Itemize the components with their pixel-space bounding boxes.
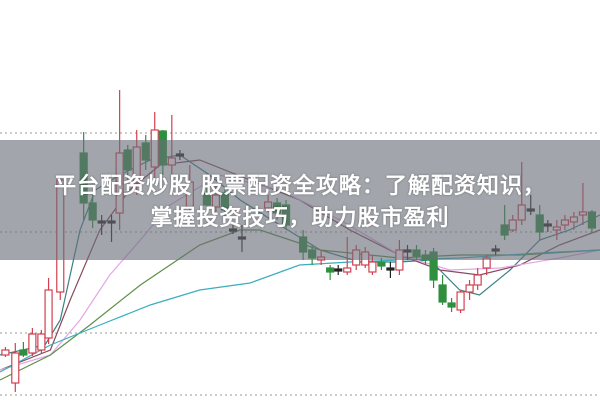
candle	[447, 298, 456, 312]
candle-body	[28, 333, 37, 354]
candle	[28, 328, 37, 356]
candle-body	[44, 289, 53, 339]
title-overlay-band	[0, 140, 600, 260]
candle	[456, 290, 465, 313]
candle	[37, 330, 46, 354]
candle	[1, 347, 10, 357]
candle	[386, 262, 395, 278]
candle-body	[447, 302, 456, 308]
candle-body	[11, 352, 20, 384]
candle	[44, 278, 53, 344]
candle-body	[456, 291, 465, 311]
candle-body	[465, 284, 474, 293]
candle-body	[368, 261, 377, 273]
candle-body	[343, 267, 352, 273]
candle-body	[438, 284, 447, 303]
moving-average-line	[0, 249, 600, 373]
candle-body	[19, 349, 28, 356]
candle-body	[377, 261, 386, 267]
candle-body	[37, 333, 46, 351]
candle	[326, 265, 335, 280]
candle-body	[326, 267, 335, 273]
candle	[473, 268, 482, 290]
candle	[11, 343, 20, 392]
article-title-line-2: 掌握投资技巧，助力股市盈利	[150, 206, 450, 231]
candle	[465, 280, 474, 300]
candle-body	[473, 274, 482, 286]
candle	[19, 342, 28, 357]
candle-body	[1, 349, 10, 356]
candle-body	[334, 268, 343, 272]
candle	[334, 265, 343, 275]
candle	[377, 258, 386, 270]
article-title-line-1: 平台配资炒股 股票配资全攻略：了解配资知识，	[54, 174, 546, 199]
candle	[438, 275, 447, 305]
candle-body	[386, 267, 395, 271]
